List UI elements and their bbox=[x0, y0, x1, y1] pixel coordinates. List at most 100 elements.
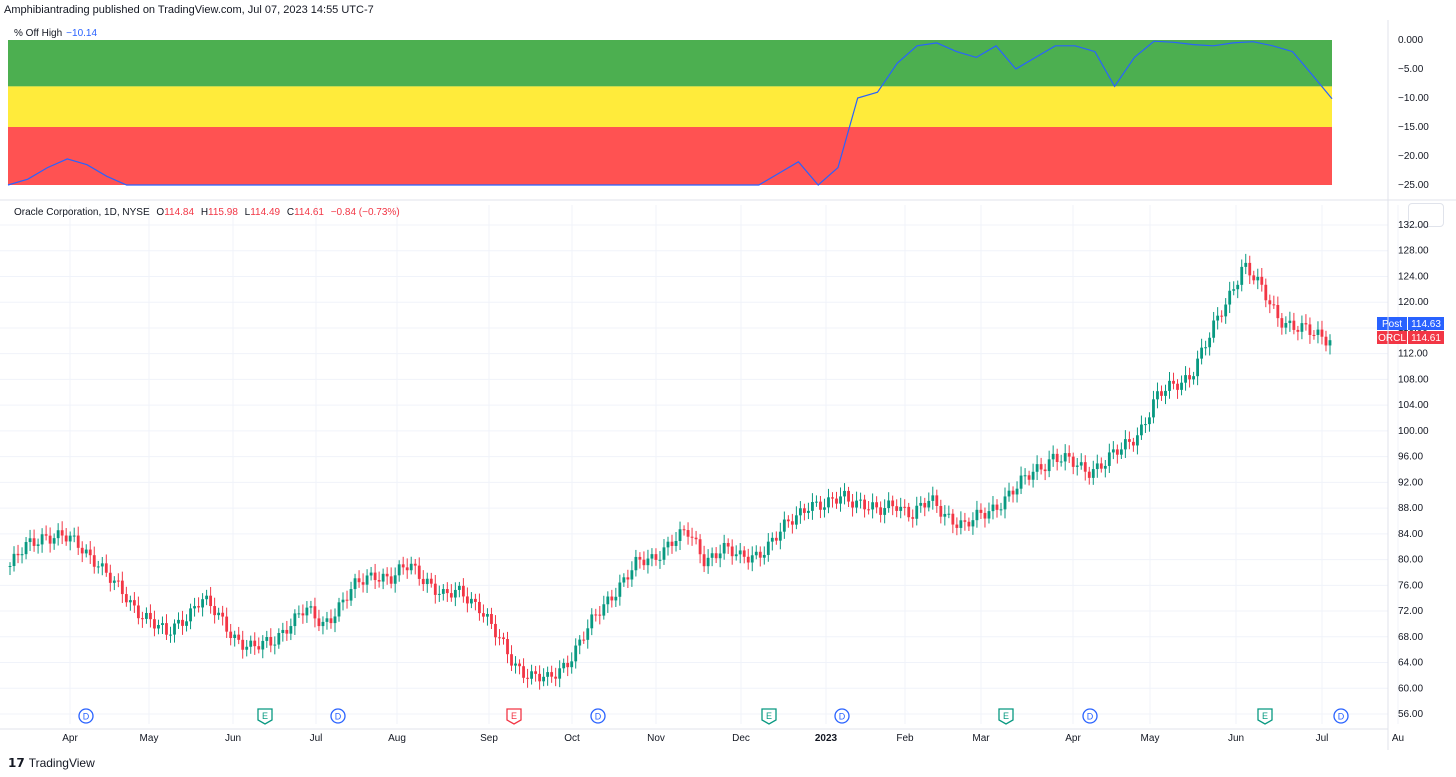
candle-body bbox=[32, 538, 36, 546]
candle-body bbox=[634, 556, 638, 571]
candle-body bbox=[987, 511, 991, 519]
candle-body bbox=[141, 618, 144, 620]
candle-body bbox=[847, 490, 850, 502]
candle-body bbox=[815, 501, 818, 503]
candle-body bbox=[1115, 449, 1119, 455]
candle-body bbox=[895, 506, 899, 511]
zone-red bbox=[8, 127, 1332, 185]
candle-body bbox=[433, 583, 437, 595]
time-x-tick-label: Jul bbox=[1316, 733, 1329, 744]
candle-body bbox=[803, 508, 806, 513]
candle-body bbox=[20, 554, 24, 556]
candle-body bbox=[614, 596, 618, 601]
candle-body bbox=[1047, 459, 1051, 472]
candle-body bbox=[429, 578, 433, 584]
price-y-tick-label: 88.00 bbox=[1398, 503, 1423, 514]
candle-body bbox=[313, 606, 317, 619]
candle-body bbox=[642, 559, 646, 566]
candle-body bbox=[1268, 300, 1272, 305]
candle-body bbox=[943, 513, 947, 517]
earnings-event-label: E bbox=[1262, 711, 1268, 721]
candle-body bbox=[951, 513, 955, 525]
candle-body bbox=[811, 502, 814, 511]
candle-body bbox=[1208, 337, 1212, 348]
indicator-name: % Off High bbox=[14, 28, 63, 39]
candle-body bbox=[333, 616, 337, 624]
candle-body bbox=[345, 599, 349, 601]
candle-body bbox=[867, 509, 871, 511]
candle-body bbox=[116, 580, 120, 582]
candle-body bbox=[827, 497, 830, 508]
post-badge-value: 114.63 bbox=[1411, 319, 1441, 330]
candle-body bbox=[193, 606, 196, 609]
candle-body bbox=[44, 534, 48, 536]
candle-body bbox=[397, 564, 401, 576]
candle-body bbox=[939, 505, 943, 517]
candle-body bbox=[1272, 304, 1276, 306]
candle-body bbox=[959, 520, 963, 528]
candle-body bbox=[185, 621, 188, 626]
candle-body bbox=[658, 559, 662, 561]
candle-body bbox=[510, 654, 513, 666]
candle-body bbox=[293, 613, 297, 627]
earnings-event-label: E bbox=[766, 711, 772, 721]
candle-body bbox=[56, 530, 60, 539]
candle-body bbox=[153, 619, 156, 629]
candle-body bbox=[502, 637, 505, 640]
candle-body bbox=[136, 605, 140, 619]
candle-body bbox=[931, 495, 935, 501]
candle-body bbox=[1051, 453, 1055, 460]
candle-body bbox=[927, 500, 931, 508]
candle-body bbox=[770, 537, 774, 542]
candle-body bbox=[389, 576, 393, 584]
earnings-event-icon bbox=[1257, 708, 1273, 725]
candle-body bbox=[706, 557, 710, 567]
candle-body bbox=[738, 550, 742, 555]
chart-settings-button[interactable] bbox=[1408, 203, 1444, 227]
candle-body bbox=[682, 529, 686, 531]
candle-body bbox=[506, 639, 509, 655]
post-badge-label: Post bbox=[1382, 319, 1402, 330]
candle-body bbox=[831, 497, 834, 499]
candle-body bbox=[1220, 315, 1224, 317]
tradingview-brand[interactable]: 𝟭𝟳 TradingView bbox=[8, 756, 95, 770]
candle-body bbox=[1067, 453, 1071, 457]
candle-body bbox=[401, 564, 405, 568]
candle-body bbox=[1228, 290, 1232, 305]
dividend-event-label: D bbox=[83, 712, 90, 722]
candle-body bbox=[189, 608, 192, 622]
candle-body bbox=[1107, 452, 1111, 466]
indicator-y-tick-label: −20.00 bbox=[1398, 151, 1429, 162]
price-y-tick-label: 60.00 bbox=[1398, 683, 1423, 694]
candle-body bbox=[405, 567, 409, 571]
candle-body bbox=[919, 502, 923, 506]
candle-body bbox=[514, 663, 517, 666]
dividend-event-icon bbox=[78, 708, 94, 724]
indicator-legend[interactable]: % Off High −10.14 bbox=[14, 28, 97, 39]
candle-body bbox=[96, 566, 100, 568]
candle-body bbox=[68, 535, 72, 542]
candle-body bbox=[1127, 439, 1131, 442]
candle-body bbox=[1015, 488, 1019, 495]
time-x-tick-label: May bbox=[140, 733, 159, 744]
candle-body bbox=[321, 621, 325, 627]
candle-body bbox=[1212, 320, 1216, 338]
indicator-y-tick-label: −10.00 bbox=[1398, 93, 1429, 104]
candle-body bbox=[955, 524, 959, 528]
candle-body bbox=[233, 634, 237, 639]
candle-body bbox=[269, 637, 273, 646]
symbol-legend[interactable]: Oracle Corporation, 1D, NYSE O114.84 H11… bbox=[14, 207, 400, 218]
candle-body bbox=[490, 613, 493, 624]
candle-body bbox=[177, 619, 180, 624]
candle-body bbox=[899, 506, 903, 511]
candle-body bbox=[1252, 275, 1256, 281]
candle-body bbox=[1095, 463, 1099, 470]
candle-body bbox=[923, 502, 927, 508]
candle-body bbox=[1260, 276, 1264, 285]
candle-body bbox=[149, 612, 152, 620]
tradingview-logo-icon: 𝟭𝟳 bbox=[8, 756, 25, 770]
candle-body bbox=[798, 508, 802, 516]
candle-body bbox=[1035, 464, 1039, 472]
candle-body bbox=[586, 628, 590, 640]
